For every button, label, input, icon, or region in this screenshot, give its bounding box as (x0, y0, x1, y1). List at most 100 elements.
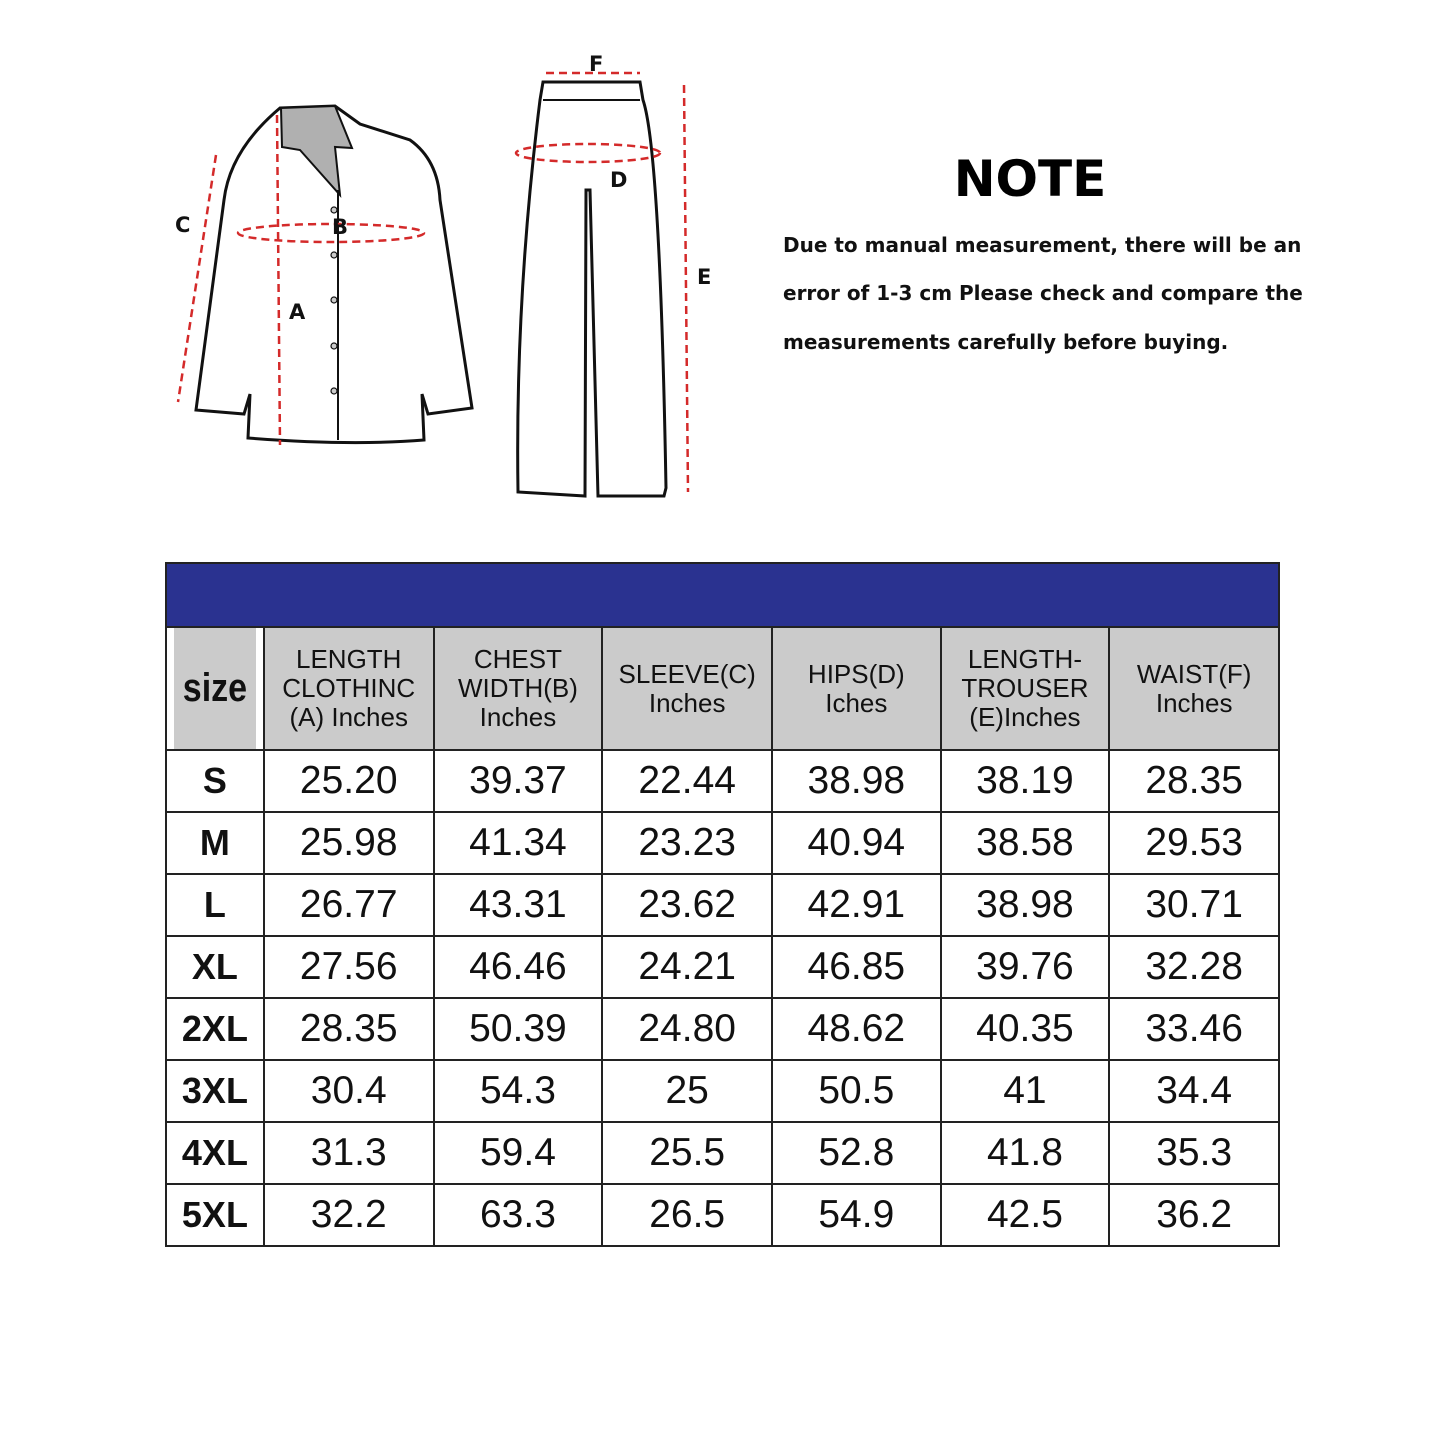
measurement-cell: 31.3 (262, 1121, 435, 1185)
header-line: CHEST (473, 644, 562, 674)
header-line: WAIST(F) (1136, 658, 1252, 689)
measurement-cell: 46.46 (432, 935, 604, 999)
measurement-cell: 25.98 (262, 811, 435, 875)
table-header-row: size LENGTH CLOTHINC (A) Inches CHEST WIDTH(B… (166, 626, 1280, 751)
column-header: LENGTH CLOTHINC (A) Inches (262, 626, 435, 751)
measurement-cell: 50.5 (771, 1059, 942, 1123)
column-header: HIPS(D) Iches (771, 626, 942, 751)
measurement-cell: 41.34 (432, 811, 604, 875)
measurement-cell: 32.2 (262, 1183, 435, 1247)
measurement-cell: 22.44 (601, 749, 774, 813)
header-line: WIDTH(B) (458, 673, 578, 703)
measurement-cell: 26.77 (262, 873, 435, 937)
measurement-cell: 41.8 (939, 1121, 1111, 1185)
pants-drawing (516, 80, 668, 498)
table-row: 2XL 28.35 50.39 24.80 48.62 40.35 33.46 (165, 997, 1280, 1061)
measurement-cell: 38.98 (939, 873, 1111, 937)
measurement-cell: 50.39 (432, 997, 604, 1061)
measurement-cell: 23.23 (601, 811, 774, 875)
size-cell: L (165, 873, 265, 937)
measurement-cell: 30.4 (262, 1059, 435, 1123)
header-line: SLEEVE(C) (618, 658, 756, 689)
measurement-cell: 42.91 (771, 873, 942, 937)
header-line: TROUSER (961, 673, 1089, 703)
column-header: WAIST(F) Inches (1108, 626, 1280, 751)
measurement-cell: 25.20 (262, 749, 435, 813)
measurement-cell: 38.98 (771, 749, 942, 813)
measurement-cell: 40.35 (939, 997, 1111, 1061)
header-line: CLOTHINC (282, 673, 416, 703)
label-a: A (289, 300, 306, 324)
note-line-1: Due to manual measurement, there will be… (783, 233, 1302, 257)
shirt-drawing (194, 104, 474, 445)
header-line: size (182, 666, 248, 710)
size-cell: XL (165, 935, 265, 999)
measurement-cell: 43.31 (432, 873, 604, 937)
measurement-cell: 34.4 (1108, 1059, 1280, 1123)
label-c: C (175, 213, 190, 237)
table-row: 5XL 32.2 63.3 26.5 54.9 42.5 36.2 (165, 1183, 1280, 1247)
header-line: LENGTH- (967, 644, 1082, 674)
measurement-cell: 54.3 (432, 1059, 604, 1123)
table-row: S 25.20 39.37 22.44 38.98 38.19 28.35 (165, 749, 1280, 813)
measurement-cell: 52.8 (771, 1121, 942, 1185)
measurement-cell: 41 (939, 1059, 1111, 1123)
label-b: B (332, 215, 348, 239)
measurement-cell: 42.5 (939, 1183, 1111, 1247)
table-row: M 25.98 41.34 23.23 40.94 38.58 29.53 (165, 811, 1280, 875)
measurement-cell: 38.19 (939, 749, 1111, 813)
size-cell: S (165, 749, 265, 813)
header-line: Inches (1155, 687, 1233, 718)
column-header: SLEEVE(C) Inches (601, 626, 774, 751)
header-line: Iches (825, 687, 888, 718)
header-line: LENGTH (296, 644, 402, 674)
size-chart-table: size LENGTH CLOTHINC (A) Inches CHEST WIDTH(B… (165, 562, 1280, 1247)
size-cell: 4XL (165, 1121, 265, 1185)
column-header: LENGTH- TROUSER (E)Inches (939, 626, 1111, 751)
measurement-cell: 38.58 (939, 811, 1111, 875)
table-row: 4XL 31.3 59.4 25.5 52.8 41.8 35.3 (165, 1121, 1280, 1185)
measurement-cell: 24.21 (601, 935, 774, 999)
measurement-cell: 59.4 (432, 1121, 604, 1185)
measurement-cell: 63.3 (432, 1183, 604, 1247)
label-d: D (610, 168, 627, 192)
header-line: (E)Inches (969, 702, 1081, 732)
measurement-cell: 23.62 (601, 873, 774, 937)
size-cell: M (165, 811, 265, 875)
header-size: size (172, 626, 258, 751)
measurement-cell: 39.76 (939, 935, 1111, 999)
measurement-cell: 35.3 (1108, 1121, 1280, 1185)
header-line: Inches (648, 687, 726, 718)
measurement-cell: 48.62 (771, 997, 942, 1061)
measurement-cell: 32.28 (1108, 935, 1280, 999)
size-cell: 2XL (165, 997, 265, 1061)
measurement-cell: 54.9 (771, 1183, 942, 1247)
measurement-cell: 46.85 (771, 935, 942, 999)
measurement-lines (176, 71, 690, 493)
measurement-cell: 29.53 (1108, 811, 1280, 875)
measurement-cell: 36.2 (1108, 1183, 1280, 1247)
measurement-cell: 25 (601, 1059, 774, 1123)
measurement-cell: 40.94 (771, 811, 942, 875)
measurement-cell: 39.37 (432, 749, 604, 813)
note-line-3: measurements carefully before buying. (783, 330, 1229, 354)
measurement-cell: 26.5 (601, 1183, 774, 1247)
measurement-cell: 28.35 (1108, 749, 1280, 813)
measurement-cell: 30.71 (1108, 873, 1280, 937)
table-row: XL 27.56 46.46 24.21 46.85 39.76 32.28 (165, 935, 1280, 999)
size-cell: 5XL (165, 1183, 265, 1247)
table-row: 3XL 30.4 54.3 25 50.5 41 34.4 (165, 1059, 1280, 1123)
measurement-cell: 24.80 (601, 997, 774, 1061)
header-line: Inches (479, 702, 557, 732)
table-banner (165, 562, 1280, 628)
garment-diagram: C B A F D E (175, 52, 711, 498)
table-row: L 26.77 43.31 23.62 42.91 38.98 30.71 (165, 873, 1280, 937)
measurement-cell: 33.46 (1108, 997, 1280, 1061)
note-title: NOTE (953, 150, 1107, 208)
header-line: HIPS(D) (807, 658, 905, 689)
measurement-cell: 27.56 (262, 935, 435, 999)
size-cell: 3XL (165, 1059, 265, 1123)
header-line: (A) Inches (289, 702, 408, 732)
measurement-cell: 28.35 (262, 997, 435, 1061)
note-line-2: error of 1-3 cm Please check and compare… (783, 281, 1303, 305)
